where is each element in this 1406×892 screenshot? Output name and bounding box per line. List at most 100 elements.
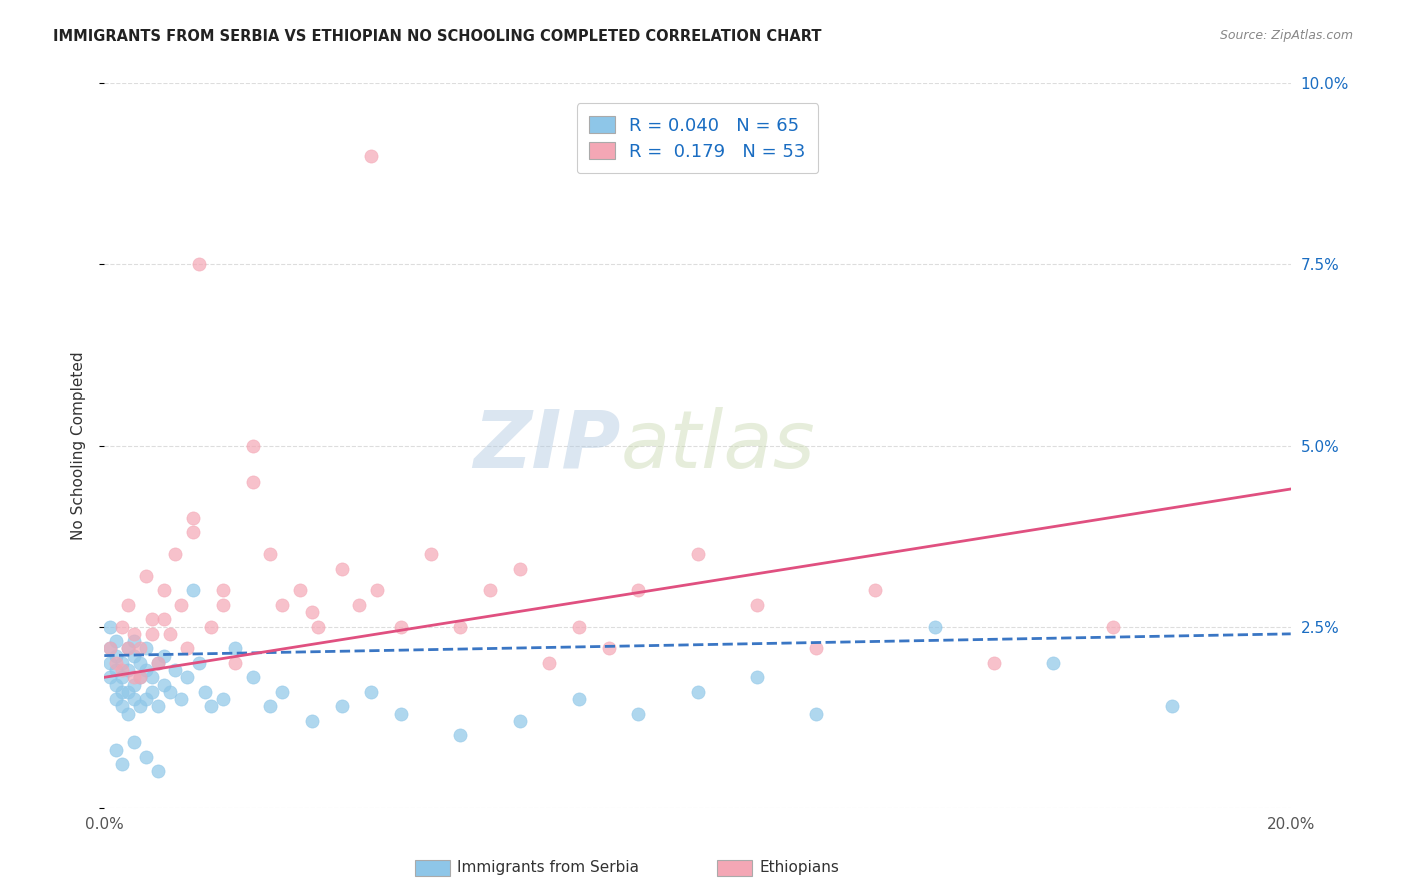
Point [212, 692, 235, 706]
Point [111, 670, 134, 684]
Point [259, 547, 281, 561]
Point [141, 670, 163, 684]
Point [122, 735, 145, 749]
Point [128, 641, 150, 656]
Point [117, 598, 139, 612]
Point [141, 627, 163, 641]
Point [200, 699, 222, 714]
Point [159, 627, 181, 641]
Point [117, 685, 139, 699]
Point [360, 149, 382, 163]
Point [1161, 699, 1184, 714]
Point [598, 641, 620, 656]
Point [111, 699, 134, 714]
Point [146, 699, 169, 714]
Point [509, 714, 531, 728]
Point [165, 663, 187, 677]
Point [242, 475, 264, 489]
Point [122, 634, 145, 648]
Point [98, 641, 121, 656]
Point [170, 692, 193, 706]
Point [135, 641, 157, 656]
Point [449, 619, 471, 633]
Point [135, 663, 157, 677]
Point [105, 663, 128, 677]
Text: Ethiopians: Ethiopians [759, 861, 839, 875]
Point [865, 583, 887, 598]
Point [141, 612, 163, 626]
Point [146, 656, 169, 670]
Point [478, 583, 501, 598]
Point [509, 562, 531, 576]
Point [122, 692, 145, 706]
Point [212, 583, 235, 598]
Point [105, 648, 128, 663]
Point [152, 612, 174, 626]
Text: atlas: atlas [620, 407, 815, 484]
Point [330, 562, 353, 576]
Point [152, 648, 174, 663]
Point [98, 619, 121, 633]
Point [181, 583, 204, 598]
Point [141, 685, 163, 699]
Point [188, 656, 211, 670]
Point [200, 619, 222, 633]
Point [105, 692, 128, 706]
Point [271, 685, 294, 699]
Point [271, 598, 294, 612]
Y-axis label: No Schooling Completed: No Schooling Completed [72, 351, 86, 540]
Point [745, 598, 768, 612]
Point [117, 641, 139, 656]
Point [176, 641, 198, 656]
Point [128, 670, 150, 684]
Point [105, 677, 128, 691]
Point [181, 525, 204, 540]
Point [122, 627, 145, 641]
Text: IMMIGRANTS FROM SERBIA VS ETHIOPIAN NO SCHOOLING COMPLETED CORRELATION CHART: IMMIGRANTS FROM SERBIA VS ETHIOPIAN NO S… [53, 29, 823, 44]
Point [152, 677, 174, 691]
Point [152, 583, 174, 598]
Point [1101, 619, 1123, 633]
Point [159, 685, 181, 699]
Point [135, 750, 157, 764]
Point [128, 656, 150, 670]
Point [105, 634, 128, 648]
Point [122, 648, 145, 663]
Point [1042, 656, 1064, 670]
Point [288, 583, 311, 598]
Point [686, 685, 709, 699]
Point [117, 641, 139, 656]
Point [366, 583, 388, 598]
Point [349, 598, 371, 612]
Point [224, 641, 246, 656]
Point [804, 641, 827, 656]
Point [804, 706, 827, 721]
Point [111, 685, 134, 699]
Point [111, 619, 134, 633]
Point [242, 439, 264, 453]
Point [686, 547, 709, 561]
Point [924, 619, 946, 633]
Point [176, 670, 198, 684]
Point [146, 656, 169, 670]
Point [194, 685, 217, 699]
Point [449, 728, 471, 742]
Point [165, 547, 187, 561]
Point [122, 677, 145, 691]
Point [98, 641, 121, 656]
Point [111, 656, 134, 670]
Point [745, 670, 768, 684]
Point [568, 619, 591, 633]
Point [128, 699, 150, 714]
Point [117, 663, 139, 677]
Point [105, 743, 128, 757]
Text: Source: ZipAtlas.com: Source: ZipAtlas.com [1219, 29, 1353, 42]
Point [117, 706, 139, 721]
Point [242, 670, 264, 684]
Point [111, 757, 134, 772]
Point [224, 656, 246, 670]
Point [111, 663, 134, 677]
Point [389, 706, 412, 721]
Point [389, 619, 412, 633]
Point [259, 699, 281, 714]
